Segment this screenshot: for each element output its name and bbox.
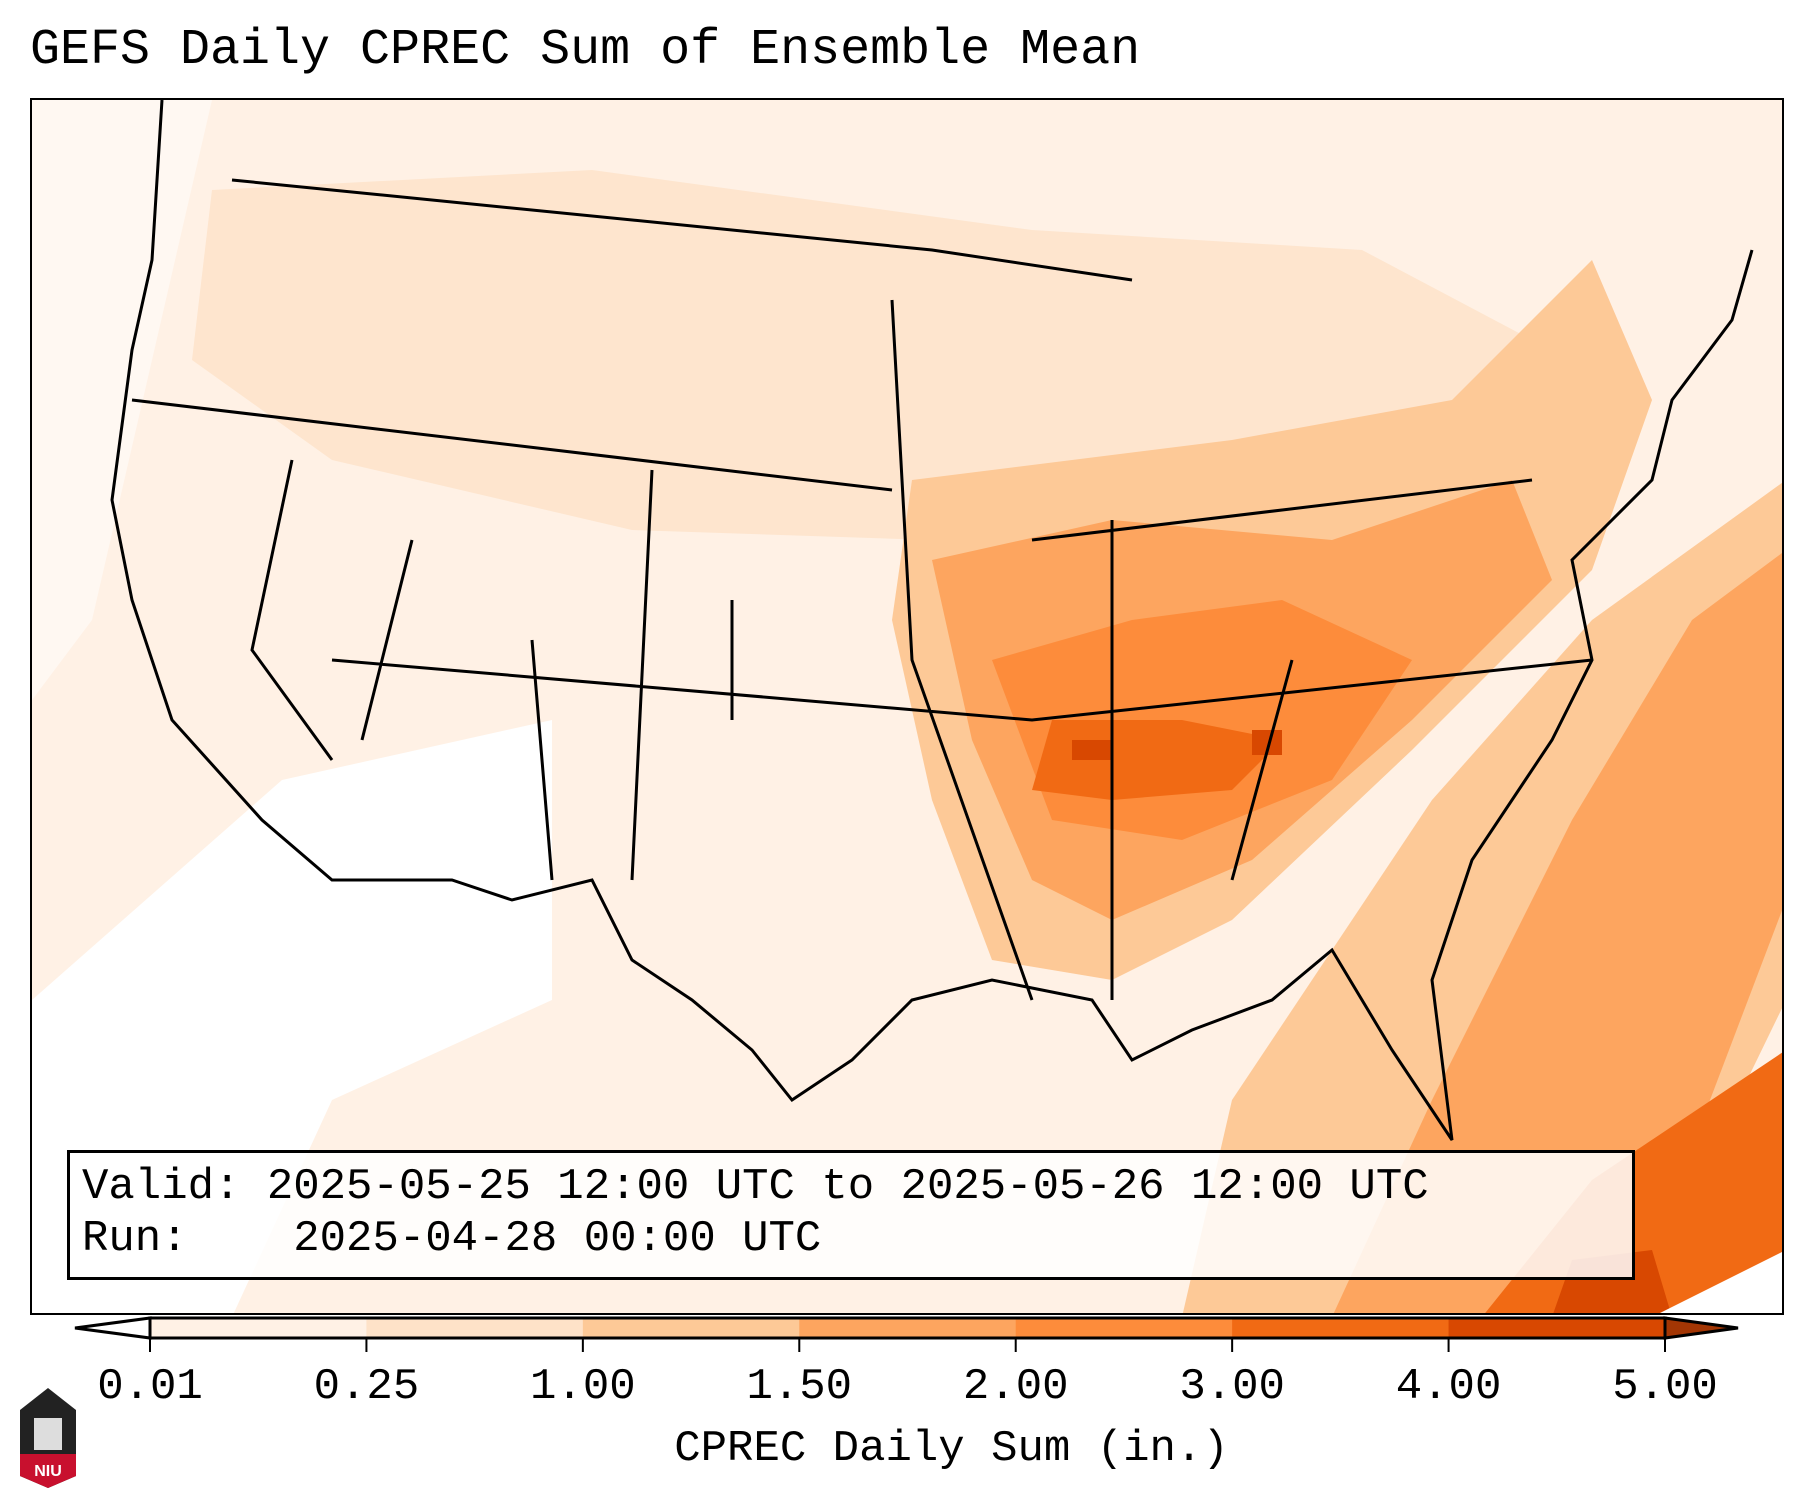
colorbar-tick-label: 0.01 [97, 1362, 203, 1412]
colorbar-cell [366, 1318, 584, 1338]
field-max [1072, 730, 1282, 760]
colorbar-cell [1015, 1318, 1233, 1338]
niu-logo: NIU [20, 1388, 76, 1488]
field-atlantic-2 [1333, 552, 1782, 1313]
run-time: 2025-04-28 00:00 UTC [293, 1214, 822, 1264]
coastline [110, 100, 1754, 1141]
field-outside [1660, 1252, 1782, 1313]
colorbar-tick-label: 1.50 [746, 1362, 853, 1412]
colorbar-tick-label: 0.25 [313, 1362, 420, 1412]
colorbar-tick-label: 4.00 [1395, 1362, 1502, 1412]
colorbar-under-extend [74, 1316, 152, 1340]
colorbar-label: CPREC Daily Sum (in.) [674, 1424, 1229, 1474]
valid-time: 2025-05-25 12:00 UTC to 2025-05-26 12:00… [266, 1162, 1429, 1212]
chart-title: GEFS Daily CPREC Sum of Ensemble Mean [30, 22, 1141, 79]
colorbar-outline [148, 1316, 1667, 1340]
map-field [32, 100, 1782, 1313]
colorbar-tick-label: 5.00 [1612, 1362, 1718, 1412]
colorbar-cell [1232, 1318, 1450, 1338]
valid-info-box: Valid: 2025-05-25 12:00 UTC to 2025-05-2… [67, 1150, 1635, 1280]
colorbar-cell [799, 1318, 1017, 1338]
precip-map [30, 98, 1784, 1315]
colorbar-tick-label: 3.00 [1179, 1362, 1285, 1412]
logo-text: NIU [34, 1463, 62, 1480]
colorbar-cell [150, 1318, 367, 1338]
valid-label: Valid: [82, 1162, 241, 1212]
state-boundaries [110, 100, 1754, 1141]
run-label: Run: [82, 1214, 188, 1264]
colorbar [74, 1316, 1739, 1352]
colorbar-tick-label: 2.00 [962, 1362, 1069, 1412]
colorbar-tick-label: 1.00 [530, 1362, 636, 1412]
colorbar-cell [582, 1318, 800, 1338]
colorbar-cell [1448, 1318, 1666, 1338]
field-low-west [32, 100, 212, 700]
colorbar-over-extend [1663, 1316, 1739, 1340]
